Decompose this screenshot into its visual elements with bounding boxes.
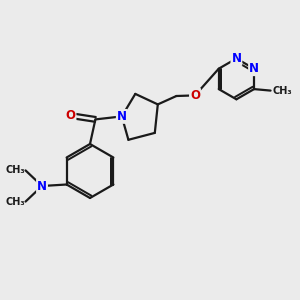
Text: N: N [249, 62, 259, 75]
Text: CH₃: CH₃ [272, 85, 292, 96]
Text: N: N [117, 110, 127, 123]
Text: CH₃: CH₃ [6, 196, 26, 207]
Text: N: N [231, 52, 242, 65]
Text: CH₃: CH₃ [6, 165, 26, 176]
Text: N: N [37, 179, 47, 193]
Text: O: O [65, 109, 76, 122]
Text: O: O [190, 89, 200, 102]
